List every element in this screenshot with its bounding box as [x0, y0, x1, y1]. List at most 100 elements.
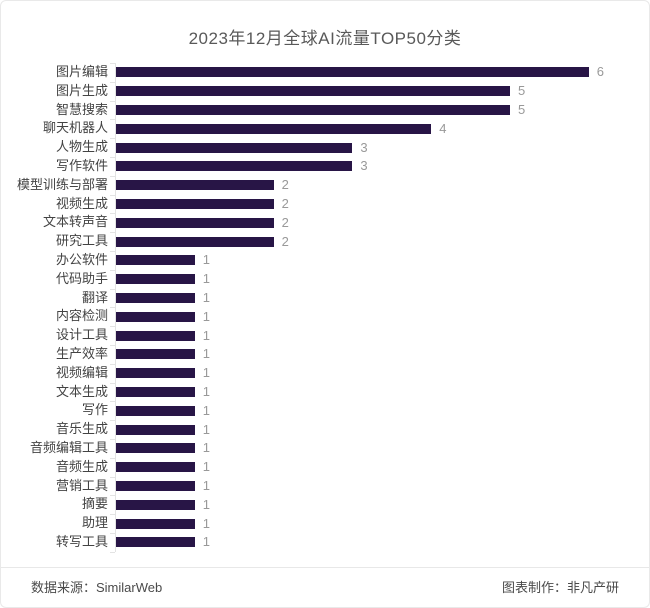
bar-row: 写作软件 3 — [1, 157, 649, 176]
bar-track: 3 — [116, 138, 368, 157]
axis-tick — [110, 194, 115, 196]
bar-track: 1 — [116, 289, 210, 308]
bar-track: 5 — [116, 101, 525, 120]
value-label: 1 — [202, 289, 211, 305]
bar — [116, 386, 195, 397]
bar-track: 2 — [116, 213, 289, 232]
axis-tick — [110, 457, 115, 459]
bar-row: 模型训练与部署 2 — [1, 176, 649, 195]
bar — [116, 142, 353, 153]
bar-track: 1 — [116, 533, 210, 552]
value-label: 1 — [202, 459, 211, 475]
category-label: 聊天机器人 — [42, 120, 108, 136]
bar-row: 文本转声音 2 — [1, 213, 649, 232]
axis-tick — [110, 269, 115, 271]
bar-track: 1 — [116, 345, 210, 364]
bar-row: 视频生成 2 — [1, 195, 649, 214]
bar-row: 摘要 1 — [1, 495, 649, 514]
bar-row: 生产效率 1 — [1, 345, 649, 364]
category-label: 文本生成 — [55, 383, 108, 399]
value-label: 1 — [202, 271, 211, 287]
bar — [116, 518, 195, 529]
axis-tick — [110, 345, 115, 346]
axis-tick — [110, 326, 115, 328]
category-label: 音频生成 — [55, 458, 108, 474]
category-label: 音频编辑工具 — [29, 440, 108, 455]
axis-tick — [110, 175, 115, 177]
value-label: 3 — [360, 158, 368, 174]
footer: 数据来源：SimilarWeb 图表制作：非凡产研 — [1, 567, 649, 607]
axis-tick — [110, 251, 115, 252]
bar-track: 1 — [116, 364, 210, 383]
bar — [116, 274, 195, 285]
bar-track: 1 — [116, 477, 210, 496]
value-label: 6 — [596, 64, 605, 80]
bar-track: 6 — [116, 63, 604, 82]
category-label: 翻译 — [81, 289, 108, 305]
category-label: 人物生成 — [55, 139, 108, 155]
value-label: 1 — [202, 421, 211, 437]
y-axis-line — [115, 63, 116, 552]
category-label: 转写工具 — [55, 534, 108, 549]
bar — [116, 198, 274, 209]
value-label: 2 — [281, 214, 289, 230]
bar — [116, 311, 195, 322]
category-label: 营销工具 — [55, 477, 108, 493]
axis-tick — [110, 100, 115, 102]
bar-track: 1 — [116, 420, 210, 439]
category-label: 办公软件 — [55, 252, 108, 267]
bar-row: 音频编辑工具 1 — [1, 439, 649, 458]
category-label: 文本转声音 — [42, 214, 108, 230]
axis-tick — [110, 401, 115, 403]
chart-title: 2023年12月全球AI流量TOP50分类 — [188, 29, 462, 48]
category-label: 图片生成 — [55, 82, 108, 98]
bar — [116, 104, 510, 115]
bar-track: 1 — [116, 401, 210, 420]
category-label: 图片编辑 — [55, 64, 108, 79]
value-label: 3 — [360, 139, 368, 155]
bar-track: 3 — [116, 157, 368, 176]
bar — [116, 405, 195, 416]
axis-tick — [110, 81, 115, 83]
axis-tick — [110, 119, 115, 121]
axis-tick — [110, 514, 115, 516]
bar-track: 2 — [116, 195, 289, 214]
data-source-label: 数据来源：SimilarWeb — [31, 580, 163, 595]
value-label: 1 — [202, 346, 211, 362]
bar-track: 2 — [116, 176, 289, 195]
value-label: 4 — [439, 120, 447, 136]
value-label: 5 — [518, 101, 526, 117]
axis-tick — [110, 476, 115, 478]
bar-track: 1 — [116, 514, 210, 533]
bar — [116, 480, 195, 491]
category-label: 生产效率 — [55, 346, 108, 361]
category-label: 写作软件 — [55, 158, 108, 173]
bar — [116, 292, 195, 303]
value-label: 1 — [202, 477, 211, 493]
bar — [116, 180, 274, 191]
bar-track: 1 — [116, 326, 210, 345]
axis-tick — [110, 138, 115, 140]
bar-row: 助理 1 — [1, 514, 649, 533]
bar — [116, 499, 195, 510]
category-label: 设计工具 — [55, 327, 108, 343]
bar-row: 智慧搜索 5 — [1, 101, 649, 120]
bar-track: 1 — [116, 383, 210, 402]
bar-track: 5 — [116, 82, 525, 101]
bar-track: 1 — [116, 495, 210, 514]
axis-tick — [110, 288, 115, 290]
value-label: 1 — [202, 308, 211, 324]
category-label: 音乐生成 — [55, 421, 108, 437]
bar-track: 1 — [116, 458, 210, 477]
bar-row: 转写工具 1 — [1, 533, 649, 552]
bar-row: 翻译 1 — [1, 289, 649, 308]
value-label: 1 — [202, 515, 211, 531]
bar-row: 聊天机器人 4 — [1, 119, 649, 138]
bar — [116, 537, 195, 548]
value-label: 1 — [202, 383, 211, 399]
axis-tick — [110, 157, 115, 158]
axis-tick — [110, 382, 115, 384]
value-label: 1 — [202, 327, 211, 343]
axis-tick — [110, 363, 115, 365]
category-label: 代码助手 — [55, 270, 108, 286]
